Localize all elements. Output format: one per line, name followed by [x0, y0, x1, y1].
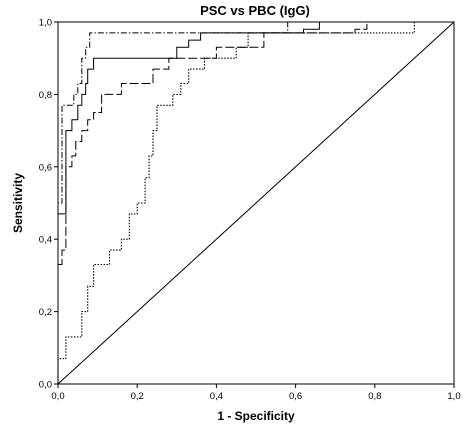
y-tick-label: 0,2 [39, 307, 52, 318]
series-layer [57, 21, 455, 385]
x-axis-title: 1 - Specificity [217, 409, 295, 423]
reference-line [57, 21, 455, 385]
y-tick-label: 1,0 [39, 18, 52, 29]
x-tick-label: 1,0 [447, 391, 460, 402]
y-tick-label: 0,4 [39, 235, 52, 246]
y-axis-ticks: 0,0 0,2 0,4 0,6 0,8 1,0 [39, 18, 58, 391]
x-tick-label: 0,2 [131, 391, 144, 402]
y-tick-label: 0,0 [39, 380, 52, 391]
y-axis-title: Sensitivity [11, 173, 25, 233]
x-axis-ticks: 0,0 0,2 0,4 0,6 0,8 1,0 [51, 384, 461, 402]
roc-curve-long-dash [57, 21, 454, 384]
roc-curve-dotted [57, 21, 454, 384]
x-tick-label: 0,8 [368, 391, 381, 402]
roc-curve-dash-dot [57, 21, 454, 384]
chart-title: PSC vs PBC (IgG) [200, 3, 310, 18]
y-tick-label: 0,8 [39, 90, 52, 101]
x-tick-label: 0,4 [210, 391, 223, 402]
x-tick-label: 0,0 [51, 391, 64, 402]
y-tick-label: 0,6 [39, 162, 52, 173]
x-tick-label: 0,6 [289, 391, 302, 402]
